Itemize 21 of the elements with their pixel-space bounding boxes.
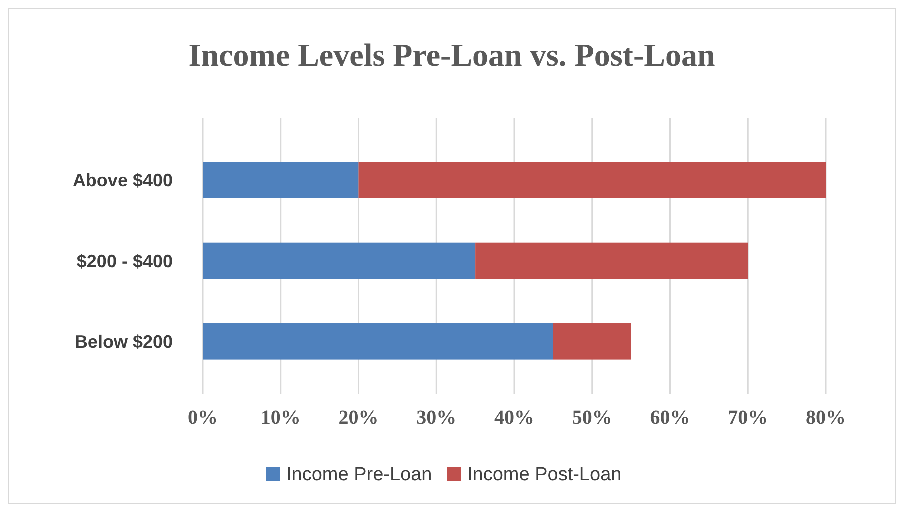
chart-title: Income Levels Pre-Loan vs. Post-Loan: [188, 37, 716, 73]
x-tick-label: 30%: [416, 407, 457, 429]
bar: [203, 242, 476, 280]
x-tick-label: 20%: [338, 407, 379, 429]
x-tick-label: 50%: [572, 407, 612, 429]
legend-label: Income Post-Loan: [468, 464, 622, 486]
bar: [203, 324, 554, 360]
legend-label: Income Pre-Loan: [286, 464, 432, 486]
bar: [358, 162, 826, 198]
x-tick-label: 80%: [806, 407, 846, 429]
x-tick-label: 60%: [650, 407, 690, 429]
y-tick-label: Below $200: [74, 332, 173, 352]
y-tick-label: $200 - $400: [76, 251, 173, 272]
bar: [203, 162, 359, 198]
x-tick-label: 0%: [188, 407, 218, 429]
x-tick-label: 40%: [494, 407, 534, 429]
bar: [476, 242, 748, 280]
y-tick-label: Above $400: [72, 170, 173, 191]
x-tick-label: 10%: [260, 407, 301, 429]
x-tick-label: 70%: [728, 407, 768, 429]
bar: [553, 324, 632, 360]
